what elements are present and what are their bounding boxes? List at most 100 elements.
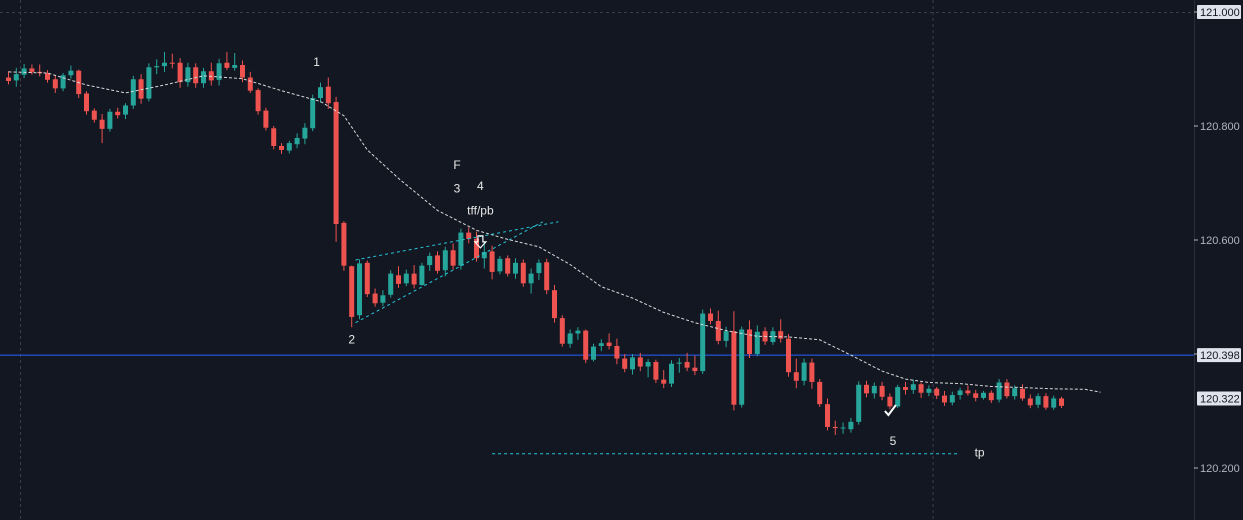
candle-body[interactable] xyxy=(879,385,885,397)
candle-body[interactable] xyxy=(294,137,300,145)
candle-body[interactable] xyxy=(466,232,472,239)
price-badge-last[interactable] xyxy=(1197,391,1241,406)
candle-body[interactable] xyxy=(770,331,776,343)
candle-body[interactable] xyxy=(544,262,550,291)
candle-body[interactable] xyxy=(700,313,706,372)
candle-body[interactable] xyxy=(778,331,784,339)
candle-body[interactable] xyxy=(263,110,269,128)
candle-body[interactable] xyxy=(801,362,807,381)
candle-body[interactable] xyxy=(513,262,518,274)
candle-body[interactable] xyxy=(154,66,160,68)
candle-body[interactable] xyxy=(411,273,417,285)
candle-body[interactable] xyxy=(99,119,105,129)
candle-body[interactable] xyxy=(403,273,409,284)
candle-body[interactable] xyxy=(708,313,713,321)
candle-body[interactable] xyxy=(591,346,596,360)
candle-body[interactable] xyxy=(123,105,128,115)
candle-body[interactable] xyxy=(809,362,815,382)
candle-body[interactable] xyxy=(130,79,136,106)
candle-body[interactable] xyxy=(926,388,932,393)
candle-body[interactable] xyxy=(739,329,745,405)
candle-body[interactable] xyxy=(481,251,487,259)
candle-body[interactable] xyxy=(606,342,612,347)
candle-body[interactable] xyxy=(442,250,448,271)
candle-body[interactable] xyxy=(224,62,230,68)
candle-body[interactable] xyxy=(427,255,433,266)
candle-body[interactable] xyxy=(957,390,963,396)
candle-body[interactable] xyxy=(247,77,253,91)
candle-body[interactable] xyxy=(793,372,799,381)
candle-body[interactable] xyxy=(232,65,238,68)
candle-body[interactable] xyxy=(996,382,1002,400)
candle-body[interactable] xyxy=(614,346,620,359)
candle-body[interactable] xyxy=(630,357,635,370)
candle-body[interactable] xyxy=(942,395,947,403)
candle-body[interactable] xyxy=(52,79,58,89)
candle-body[interactable] xyxy=(840,427,846,429)
candle-body[interactable] xyxy=(552,290,557,319)
candle-body[interactable] xyxy=(864,384,869,394)
candle-body[interactable] xyxy=(107,111,113,129)
candle-body[interactable] xyxy=(856,384,862,422)
candle-body[interactable] xyxy=(528,273,534,284)
candle-body[interactable] xyxy=(903,387,908,390)
candle-body[interactable] xyxy=(185,67,191,83)
candle-body[interactable] xyxy=(1051,398,1057,408)
price-badge-top[interactable] xyxy=(1197,5,1241,19)
candle-body[interactable] xyxy=(84,93,89,112)
candle-body[interactable] xyxy=(723,331,729,341)
candle-body[interactable] xyxy=(271,128,277,146)
candle-body[interactable] xyxy=(208,71,214,81)
candle-body[interactable] xyxy=(825,404,830,427)
candle-body[interactable] xyxy=(169,62,175,64)
candle-body[interactable] xyxy=(918,384,924,393)
candle-body[interactable] xyxy=(1059,398,1064,406)
candle-body[interactable] xyxy=(988,392,994,401)
candle-body[interactable] xyxy=(973,393,979,398)
candle-body[interactable] xyxy=(645,361,651,367)
candle-body[interactable] xyxy=(396,275,401,284)
candle-body[interactable] xyxy=(364,262,370,295)
candle-body[interactable] xyxy=(115,111,121,116)
candle-body[interactable] xyxy=(240,65,245,78)
candle-body[interactable] xyxy=(871,385,877,394)
candle-body[interactable] xyxy=(848,421,854,430)
candle-body[interactable] xyxy=(162,62,167,67)
candle-body[interactable] xyxy=(637,357,643,367)
candle-body[interactable] xyxy=(653,361,659,380)
candle-body[interactable] xyxy=(138,79,144,99)
candle-body[interactable] xyxy=(520,262,526,284)
candle-body[interactable] xyxy=(333,102,339,225)
candle-body[interactable] xyxy=(201,71,206,84)
candle-body[interactable] xyxy=(622,358,628,369)
candle-body[interactable] xyxy=(302,127,308,139)
candle-body[interactable] xyxy=(583,330,589,360)
candle-body[interactable] xyxy=(341,222,347,266)
candle-body[interactable] xyxy=(255,90,261,112)
candle-body[interactable] xyxy=(934,388,940,396)
candle-body[interactable] xyxy=(435,255,440,271)
candle-body[interactable] xyxy=(325,86,331,104)
candle-body[interactable] xyxy=(731,331,737,405)
candle-body[interactable] xyxy=(216,63,222,80)
candle-body[interactable] xyxy=(458,232,464,266)
candle-body[interactable] xyxy=(1043,396,1049,408)
candle-body[interactable] xyxy=(1004,382,1010,397)
candle-body[interactable] xyxy=(177,62,183,83)
candle-body[interactable] xyxy=(1027,398,1033,406)
candle-body[interactable] xyxy=(193,67,199,84)
candle-body[interactable] xyxy=(669,363,674,384)
candle-body[interactable] xyxy=(419,265,425,286)
candle-body[interactable] xyxy=(598,343,604,347)
candle-body[interactable] xyxy=(372,293,378,304)
candle-body[interactable] xyxy=(310,98,316,129)
candle-body[interactable] xyxy=(1020,388,1025,399)
candle-body[interactable] xyxy=(146,67,152,99)
candle-body[interactable] xyxy=(318,87,323,99)
candle-body[interactable] xyxy=(692,367,698,372)
candle-body[interactable] xyxy=(1035,396,1041,405)
candle-body[interactable] xyxy=(380,295,386,303)
candle-body[interactable] xyxy=(91,110,97,120)
